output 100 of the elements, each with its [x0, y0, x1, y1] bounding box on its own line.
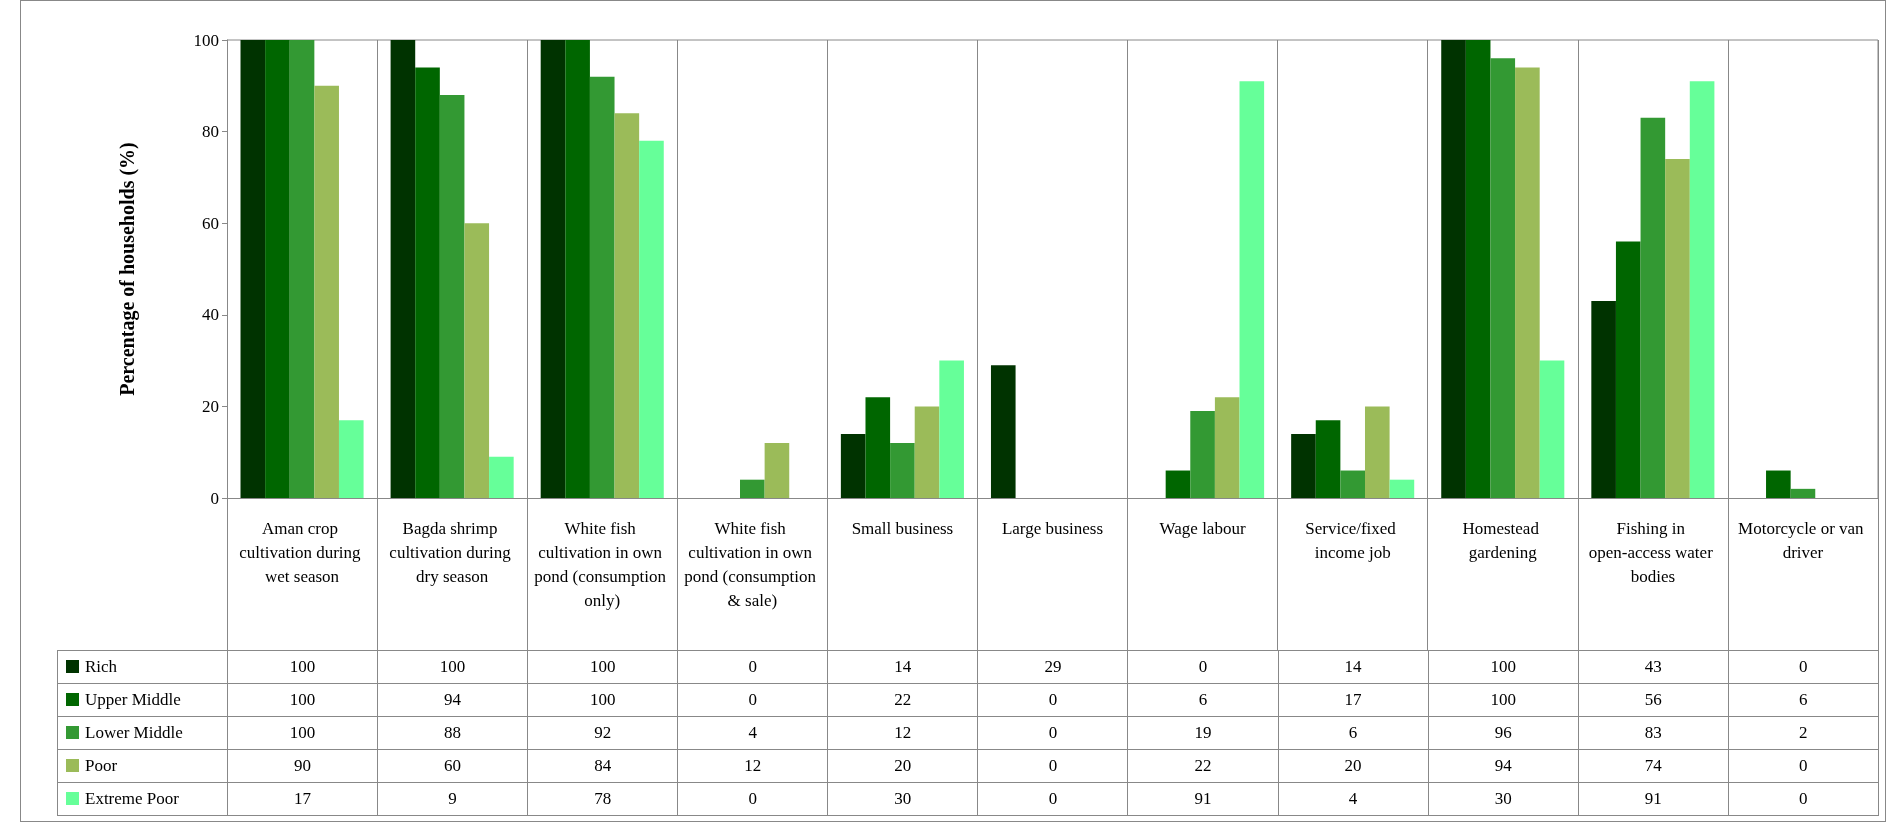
bar: [1441, 40, 1466, 498]
bar: [1490, 58, 1516, 498]
bar: [439, 94, 465, 498]
bar: [390, 40, 416, 498]
bar: [1766, 470, 1791, 498]
x-tick-label: White fish cultivation in own pond (consumption & sale): [684, 518, 821, 610]
y-tick-label: 0: [210, 488, 219, 508]
y-axis-title: Percentage of households (%): [116, 142, 139, 396]
bar: [1190, 410, 1215, 498]
bar: [314, 85, 339, 498]
data-label: 100: [527, 683, 678, 717]
data-label: 78: [527, 782, 678, 816]
legend-label: Extreme Poor: [57, 782, 228, 816]
bar: [1165, 470, 1191, 498]
data-label: 91: [1578, 782, 1729, 816]
bar: [489, 456, 514, 498]
data-label: 0: [977, 782, 1128, 816]
bar: [565, 40, 590, 498]
bar: [1214, 397, 1240, 498]
bar: [1790, 488, 1816, 498]
data-label: 20: [1278, 749, 1429, 783]
data-label: 94: [1428, 749, 1579, 783]
data-label: 91: [1127, 782, 1279, 816]
bar: [865, 397, 891, 498]
data-label: 17: [1278, 683, 1429, 717]
x-tick-label: White fish cultivation in own pond (consumption only): [534, 518, 671, 610]
bar: [338, 420, 364, 498]
y-tick-label: 60: [202, 213, 219, 233]
data-label: 0: [1127, 650, 1279, 684]
data-label: 60: [377, 749, 528, 783]
data-label: 94: [377, 683, 528, 717]
x-tick-label: Bagda shrimp cultivation during dry season: [389, 518, 515, 586]
y-tick-label: 100: [193, 30, 219, 50]
x-tick-label: Fishing in open-access water bodies: [1588, 518, 1718, 586]
bar: [1591, 301, 1616, 498]
data-label: 12: [827, 716, 978, 750]
data-label: 4: [677, 716, 828, 750]
x-tick-label: Homestead gardening: [1462, 518, 1544, 562]
bar: [914, 406, 940, 498]
data-label: 6: [1127, 683, 1279, 717]
bar: [464, 223, 490, 498]
data-label: 100: [1428, 683, 1579, 717]
data-label: 100: [227, 683, 378, 717]
legend-label: Poor: [57, 749, 228, 783]
y-tick-label: 80: [202, 122, 219, 142]
data-label: 19: [1127, 716, 1279, 750]
legend-label: Lower Middle: [57, 716, 228, 750]
y-tick-label: 20: [202, 396, 219, 416]
data-label: 20: [827, 749, 978, 783]
data-label: 0: [677, 683, 828, 717]
bar: [289, 40, 315, 498]
bar: [1615, 241, 1641, 498]
bar: [589, 76, 615, 498]
bar: [1239, 81, 1265, 498]
data-label: 100: [527, 650, 678, 684]
bar: [240, 40, 266, 498]
data-label: 0: [1728, 650, 1879, 684]
data-label: 96: [1428, 716, 1579, 750]
data-label: 92: [527, 716, 678, 750]
bar: [764, 443, 790, 498]
data-label: 100: [227, 650, 378, 684]
bar: [740, 479, 765, 498]
data-label: 12: [677, 749, 828, 783]
bar: [614, 113, 640, 498]
data-label: 0: [977, 749, 1128, 783]
bar: [639, 140, 664, 498]
bar: [1291, 433, 1316, 498]
data-label: 56: [1578, 683, 1729, 717]
data-label: 100: [377, 650, 528, 684]
data-label: 100: [1428, 650, 1579, 684]
bar: [939, 360, 964, 498]
data-label: 0: [1728, 782, 1879, 816]
bar: [1689, 81, 1715, 498]
data-label: 30: [1428, 782, 1579, 816]
data-label: 0: [677, 782, 828, 816]
data-label: 9: [377, 782, 528, 816]
bar: [1640, 117, 1666, 498]
data-label: 22: [1127, 749, 1279, 783]
bar: [1340, 470, 1365, 498]
bar: [840, 433, 866, 498]
data-label: 100: [227, 716, 378, 750]
bar: [1389, 479, 1415, 498]
data-label: 0: [977, 683, 1128, 717]
bar: [890, 443, 915, 498]
data-label: 29: [977, 650, 1128, 684]
legend-label: Upper Middle: [57, 683, 228, 717]
bar: [1465, 40, 1491, 498]
bar: [415, 67, 440, 498]
bar: [265, 40, 290, 498]
data-label: 84: [527, 749, 678, 783]
data-label: 6: [1728, 683, 1879, 717]
data-label: 90: [227, 749, 378, 783]
legend-label: Rich: [57, 650, 228, 684]
bar: [1315, 420, 1341, 498]
bar: [1364, 406, 1390, 498]
x-tick-label: Large business: [1001, 518, 1104, 538]
data-label: 14: [1278, 650, 1429, 684]
data-label: 4: [1278, 782, 1429, 816]
y-tick-label: 40: [202, 305, 219, 325]
data-label: 14: [827, 650, 978, 684]
